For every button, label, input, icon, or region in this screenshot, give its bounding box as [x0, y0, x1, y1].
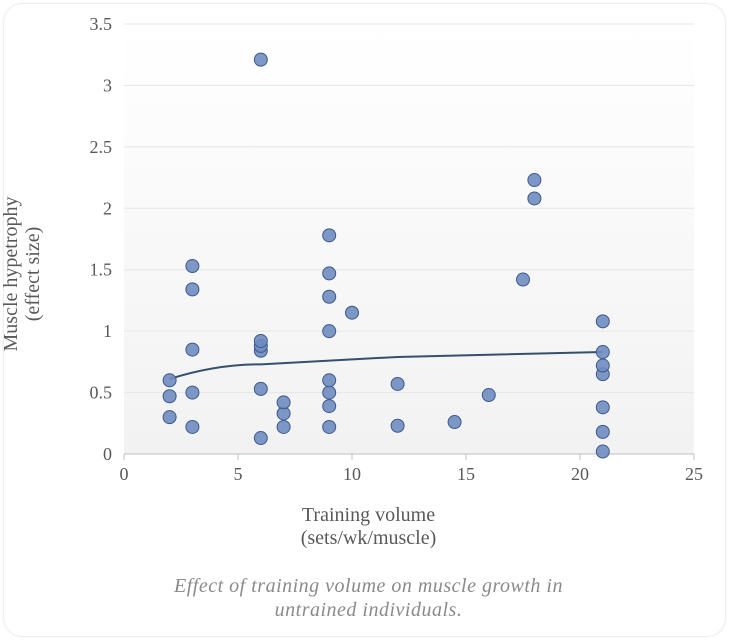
- chart-caption: Effect of training volume on muscle grow…: [4, 574, 729, 622]
- data-point: [596, 359, 609, 372]
- x-tick-label: 20: [571, 464, 589, 484]
- data-point: [277, 420, 290, 433]
- data-point: [186, 343, 199, 356]
- data-point: [323, 267, 336, 280]
- y-tick-label: 2: [103, 198, 112, 218]
- x-tick-label: 25: [685, 464, 703, 484]
- data-point: [596, 425, 609, 438]
- x-tick-label: 10: [343, 464, 361, 484]
- data-point: [186, 283, 199, 296]
- data-point: [391, 377, 404, 390]
- data-point: [528, 192, 541, 205]
- y-tick-label: 3.5: [90, 14, 113, 34]
- data-point: [163, 411, 176, 424]
- data-point: [323, 229, 336, 242]
- x-tick-label: 0: [120, 464, 129, 484]
- data-point: [323, 374, 336, 387]
- data-point: [186, 386, 199, 399]
- data-point: [391, 419, 404, 432]
- data-point: [254, 432, 267, 445]
- data-point: [323, 290, 336, 303]
- y-tick-label: 0.5: [90, 383, 113, 403]
- data-point: [323, 325, 336, 338]
- caption-line1: Effect of training volume on muscle grow…: [174, 575, 563, 597]
- y-tick-label: 2.5: [90, 137, 113, 157]
- y-axis-label-line2: (effect size): [22, 227, 44, 322]
- data-point: [528, 174, 541, 187]
- y-tick-label: 0: [103, 444, 112, 464]
- data-point: [482, 389, 495, 402]
- data-point: [596, 346, 609, 359]
- data-point: [254, 53, 267, 66]
- caption-line2: untrained individuals.: [275, 599, 463, 621]
- data-point: [163, 374, 176, 387]
- x-tick-label: 15: [457, 464, 475, 484]
- data-point: [254, 334, 267, 347]
- data-point: [163, 390, 176, 403]
- data-point: [596, 315, 609, 328]
- data-point: [448, 416, 461, 429]
- scatter-svg: 0 0.5 1 1.5 2 2.5 3 3.5 0 5 10 15 20 25: [4, 4, 729, 564]
- y-axis-label-line1: Muscle hypetrophy: [0, 197, 22, 352]
- data-point: [346, 306, 359, 319]
- data-point: [186, 420, 199, 433]
- x-tick-label: 5: [234, 464, 243, 484]
- chart-container: 00.511.522.533.50510152025 Muscle hypetr…: [4, 4, 729, 564]
- data-point: [323, 400, 336, 413]
- chart-card: 00.511.522.533.50510152025 Muscle hypetr…: [4, 4, 725, 636]
- x-axis-label: Training volume (sets/wk/muscle): [4, 504, 729, 550]
- data-point: [186, 260, 199, 273]
- y-tick-label: 1: [103, 321, 112, 341]
- data-point: [323, 420, 336, 433]
- data-point: [517, 273, 530, 286]
- data-point: [596, 401, 609, 414]
- y-axis-label: Muscle hypetrophy (effect size): [0, 197, 44, 352]
- y-tick-label: 3: [103, 75, 112, 95]
- data-point: [596, 445, 609, 458]
- data-point: [254, 382, 267, 395]
- x-axis-label-line2: (sets/wk/muscle): [301, 527, 437, 549]
- data-point: [323, 386, 336, 399]
- y-tick-label: 1.5: [90, 260, 113, 280]
- x-axis-label-line1: Training volume: [302, 504, 435, 526]
- data-point: [277, 396, 290, 409]
